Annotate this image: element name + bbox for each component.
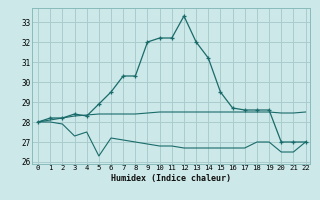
X-axis label: Humidex (Indice chaleur): Humidex (Indice chaleur) (111, 174, 231, 183)
